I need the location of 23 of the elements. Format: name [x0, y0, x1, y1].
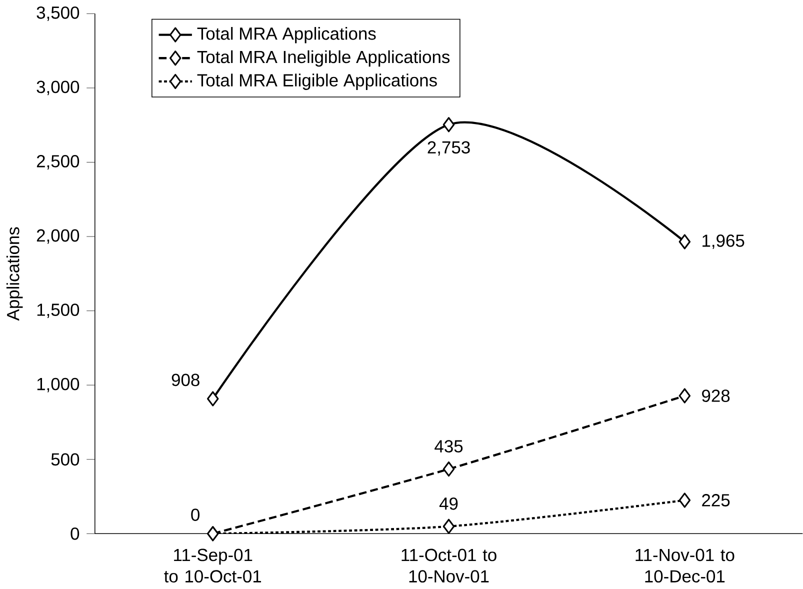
- legend-label: Total MRA Applications: [197, 27, 376, 44]
- data-label: 908: [172, 374, 200, 386]
- y-tick-label: 1,500: [37, 304, 80, 318]
- data-label: 0: [191, 508, 200, 522]
- data-label: 2,753: [428, 141, 470, 156]
- data-label: 928: [702, 390, 730, 402]
- y-tick-label: 3,000: [36, 80, 80, 96]
- data-label: 1,965: [702, 234, 744, 249]
- y-tick-label: 500: [51, 453, 80, 466]
- y-tick-label: 2,000: [36, 229, 80, 244]
- y-axis-title: Applications: [6, 227, 23, 321]
- x-tick-label: 11-Sep-01 to 10-Oct-01: [164, 548, 262, 583]
- y-tick-label: 3,500: [36, 6, 80, 21]
- data-label: 225: [702, 494, 730, 506]
- y-tick-label: 0: [70, 527, 80, 540]
- data-label: 435: [434, 440, 463, 452]
- x-tick-label: 11-Nov-01 to 10-Dec-01: [636, 548, 734, 583]
- x-tick-label: 11-Oct-01 to 10-Nov-01: [402, 548, 496, 583]
- y-tick-label: 1,000: [37, 378, 80, 392]
- y-tick-label: 2,500: [36, 155, 80, 170]
- data-label: 49: [439, 497, 458, 510]
- legend-label: Total MRA Eligible Applications: [197, 74, 437, 90]
- legend-label: Total MRA Ineligible Applications: [197, 50, 450, 67]
